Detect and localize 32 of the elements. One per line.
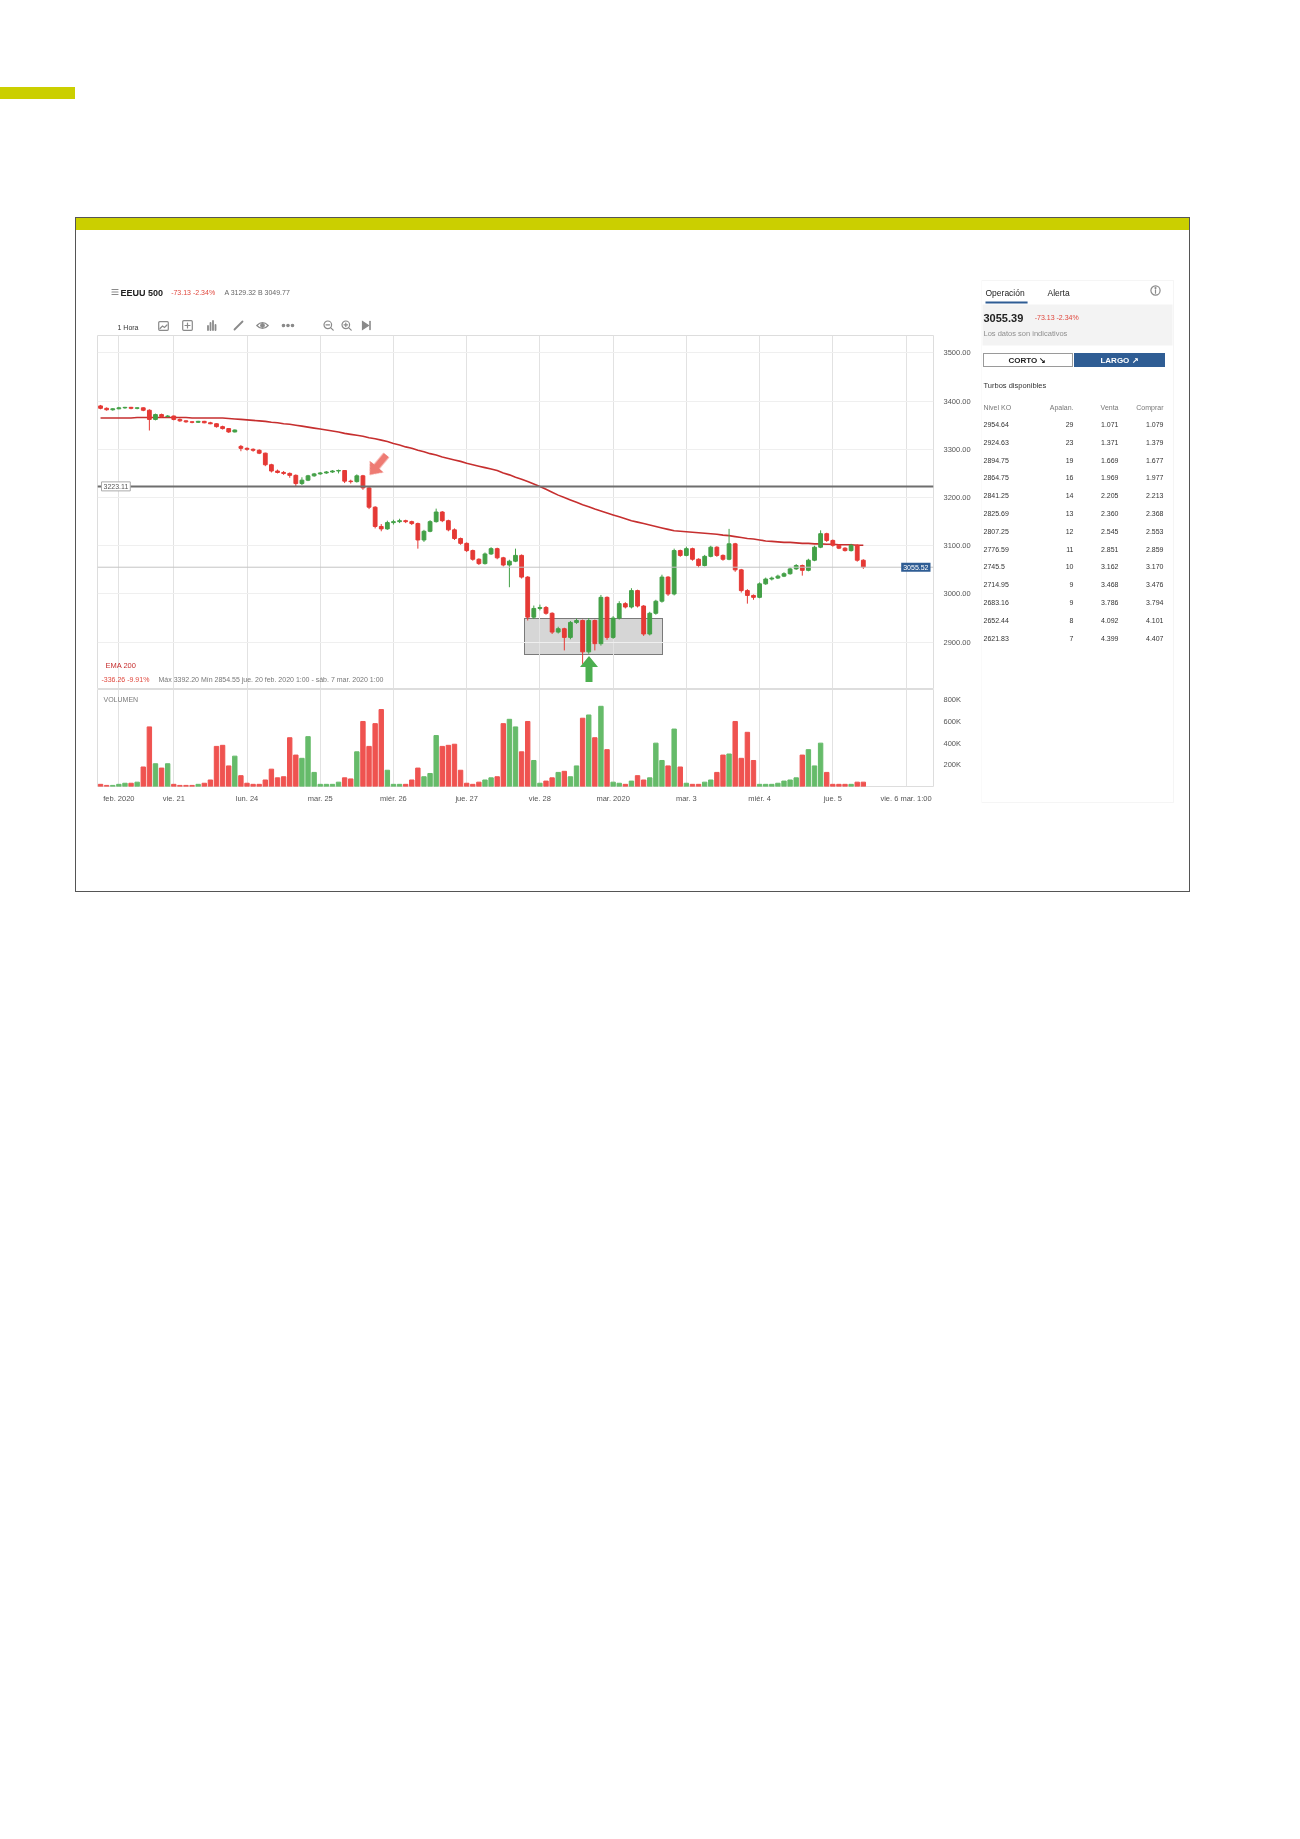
candlestick bbox=[592, 619, 598, 651]
bar bbox=[152, 763, 159, 787]
bar bbox=[677, 766, 683, 787]
bar bbox=[164, 763, 171, 787]
text: CORTO ↘ bbox=[1008, 356, 1047, 365]
bar bbox=[592, 737, 598, 787]
bar bbox=[561, 770, 568, 787]
text: 3055.39 bbox=[983, 311, 1024, 324]
text: LARGO ↗ bbox=[1100, 356, 1139, 365]
bar bbox=[586, 714, 592, 787]
bar bbox=[134, 781, 140, 787]
bar bbox=[671, 728, 677, 787]
bar bbox=[665, 765, 671, 787]
text: Operación bbox=[985, 287, 1025, 298]
bar bbox=[555, 771, 561, 787]
candlestick bbox=[665, 575, 671, 597]
bar bbox=[158, 767, 165, 787]
candlestick bbox=[549, 611, 555, 635]
bar bbox=[128, 782, 134, 787]
bar bbox=[354, 751, 360, 787]
bar bbox=[579, 717, 586, 787]
candlestick bbox=[299, 476, 305, 486]
bar bbox=[628, 780, 635, 787]
candlestick bbox=[250, 447, 256, 453]
text: Alerta bbox=[1047, 287, 1070, 298]
bar bbox=[726, 753, 732, 787]
bar bbox=[598, 705, 604, 787]
chart-title: EEUU 500 bbox=[120, 287, 164, 298]
bar bbox=[799, 754, 805, 787]
bar bbox=[604, 749, 610, 787]
candlestick bbox=[726, 528, 732, 561]
bar bbox=[232, 755, 238, 787]
